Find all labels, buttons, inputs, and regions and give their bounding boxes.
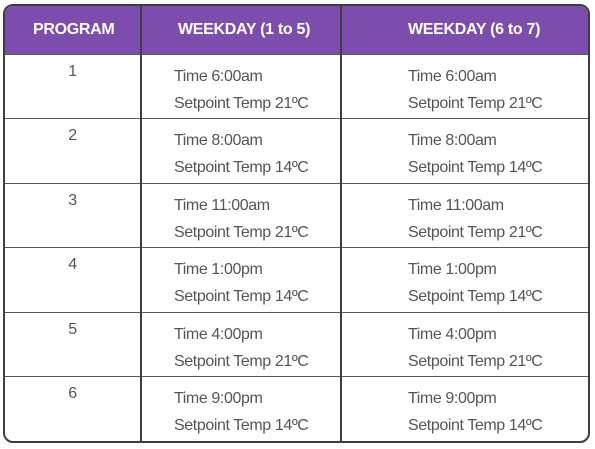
weekday-schedule-cell: Time 9:00pm Setpoint Temp 14ºC bbox=[140, 376, 341, 441]
program-number: 3 bbox=[5, 182, 141, 248]
time-text: Time 8:00am bbox=[408, 132, 497, 149]
program-schedule-table-frame: PROGRAM WEEKDAY (1 to 5) WEEKDAY (6 to 7… bbox=[3, 4, 590, 443]
weekend-schedule-cell: Time 11:00am Setpoint Temp 21ºC bbox=[340, 182, 588, 248]
time-text: Time 11:00am bbox=[174, 196, 270, 214]
header-weekday-1-to-5: WEEKDAY (1 to 5) bbox=[140, 6, 341, 54]
setpoint-text: Setpoint Temp 14ºC bbox=[408, 417, 543, 434]
setpoint-text: Setpoint Temp 21ºC bbox=[408, 94, 543, 112]
setpoint-text: Setpoint Temp 21ºC bbox=[174, 352, 309, 370]
setpoint-text: Setpoint Temp 21ºC bbox=[408, 223, 543, 241]
time-text: Time 11:00am bbox=[408, 196, 504, 214]
setpoint-text: Setpoint Temp 21ºC bbox=[408, 352, 543, 370]
program-number: 6 bbox=[5, 376, 141, 441]
time-text: Time 6:00am bbox=[408, 67, 497, 85]
program-number: 2 bbox=[5, 118, 141, 183]
time-text: Time 1:00pm bbox=[174, 261, 263, 278]
table-row: 1 Time 6:00am Setpoint Temp 21ºC Time 6:… bbox=[5, 53, 588, 119]
weekday-schedule-cell: Time 11:00am Setpoint Temp 21ºC bbox=[140, 182, 341, 248]
table-row: 5 Time 4:00pm Setpoint Temp 21ºC Time 4:… bbox=[5, 311, 588, 377]
table-row: 4 Time 1:00pm Setpoint Temp 14ºC Time 1:… bbox=[5, 247, 588, 312]
weekday-schedule-cell: Time 4:00pm Setpoint Temp 21ºC bbox=[140, 311, 341, 377]
setpoint-text: Setpoint Temp 14ºC bbox=[174, 417, 309, 434]
setpoint-text: Setpoint Temp 21ºC bbox=[174, 223, 309, 241]
time-text: Time 9:00pm bbox=[174, 390, 263, 407]
weekend-schedule-cell: Time 9:00pm Setpoint Temp 14ºC bbox=[340, 376, 588, 441]
weekend-schedule-cell: Time 8:00am Setpoint Temp 14ºC bbox=[340, 118, 588, 183]
program-schedule-table: PROGRAM WEEKDAY (1 to 5) WEEKDAY (6 to 7… bbox=[5, 6, 588, 441]
weekend-schedule-cell: Time 4:00pm Setpoint Temp 21ºC bbox=[340, 311, 588, 377]
setpoint-text: Setpoint Temp 14ºC bbox=[408, 159, 543, 176]
time-text: Time 4:00pm bbox=[174, 325, 263, 343]
table-row: 2 Time 8:00am Setpoint Temp 14ºC Time 8:… bbox=[5, 118, 588, 183]
header-row: PROGRAM WEEKDAY (1 to 5) WEEKDAY (6 to 7… bbox=[5, 6, 588, 54]
time-text: Time 8:00am bbox=[174, 132, 263, 149]
setpoint-text: Setpoint Temp 21ºC bbox=[174, 94, 309, 112]
weekday-schedule-cell: Time 1:00pm Setpoint Temp 14ºC bbox=[140, 247, 341, 312]
table-body: 1 Time 6:00am Setpoint Temp 21ºC Time 6:… bbox=[5, 53, 588, 441]
time-text: Time 4:00pm bbox=[408, 325, 497, 343]
weekday-schedule-cell: Time 8:00am Setpoint Temp 14ºC bbox=[140, 118, 341, 183]
setpoint-text: Setpoint Temp 14ºC bbox=[408, 288, 543, 305]
setpoint-text: Setpoint Temp 14ºC bbox=[174, 159, 309, 176]
time-text: Time 1:00pm bbox=[408, 261, 497, 278]
header-program: PROGRAM bbox=[5, 6, 141, 54]
header-weekday-6-to-7: WEEKDAY (6 to 7) bbox=[340, 6, 588, 54]
table-row: 6 Time 9:00pm Setpoint Temp 14ºC Time 9:… bbox=[5, 376, 588, 441]
time-text: Time 6:00am bbox=[174, 67, 263, 85]
program-number: 4 bbox=[5, 247, 141, 312]
weekday-schedule-cell: Time 6:00am Setpoint Temp 21ºC bbox=[140, 53, 341, 119]
setpoint-text: Setpoint Temp 14ºC bbox=[174, 288, 309, 305]
program-number: 1 bbox=[5, 53, 141, 119]
table-row: 3 Time 11:00am Setpoint Temp 21ºC Time 1… bbox=[5, 182, 588, 248]
weekend-schedule-cell: Time 6:00am Setpoint Temp 21ºC bbox=[340, 53, 588, 119]
table-header: PROGRAM WEEKDAY (1 to 5) WEEKDAY (6 to 7… bbox=[5, 6, 588, 54]
time-text: Time 9:00pm bbox=[408, 390, 497, 407]
weekend-schedule-cell: Time 1:00pm Setpoint Temp 14ºC bbox=[340, 247, 588, 312]
program-number: 5 bbox=[5, 311, 141, 377]
